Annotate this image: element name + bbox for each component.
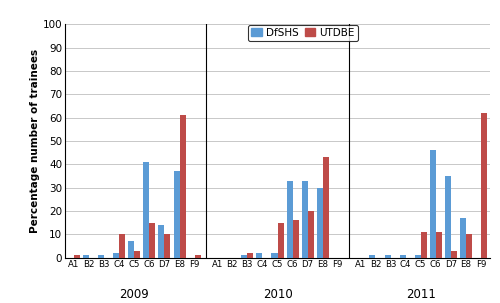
Bar <box>194 255 200 258</box>
Bar <box>98 255 104 258</box>
Bar <box>120 234 126 258</box>
Bar <box>278 222 283 258</box>
Bar <box>466 234 472 258</box>
Legend: DfSHS, UTDBE: DfSHS, UTDBE <box>248 25 358 41</box>
Bar <box>308 211 314 258</box>
Bar <box>74 255 80 258</box>
Bar <box>83 255 89 258</box>
Bar <box>414 255 420 258</box>
Bar <box>322 157 328 258</box>
Bar <box>128 241 134 258</box>
Bar <box>430 150 436 258</box>
Bar <box>174 171 180 258</box>
Text: 2010: 2010 <box>262 288 292 301</box>
Bar <box>144 162 150 258</box>
Bar <box>451 251 457 258</box>
Bar <box>242 255 248 258</box>
Bar <box>384 255 390 258</box>
Bar <box>460 218 466 258</box>
Bar <box>272 253 278 258</box>
Bar <box>292 220 298 258</box>
Bar <box>134 251 140 258</box>
Text: 2009: 2009 <box>120 288 149 301</box>
Bar <box>158 225 164 258</box>
Bar <box>370 255 376 258</box>
Bar <box>150 222 156 258</box>
Bar <box>164 234 170 258</box>
Bar <box>436 232 442 258</box>
Bar <box>286 181 292 258</box>
Bar <box>180 115 186 258</box>
Bar <box>113 253 119 258</box>
Bar <box>400 255 406 258</box>
Bar <box>445 176 451 258</box>
Bar <box>481 113 487 258</box>
Bar <box>316 188 322 258</box>
Bar <box>256 253 262 258</box>
Bar <box>248 253 254 258</box>
Bar <box>302 181 308 258</box>
Y-axis label: Percentage number of trainees: Percentage number of trainees <box>30 49 40 233</box>
Bar <box>420 232 426 258</box>
Text: 2011: 2011 <box>406 288 436 301</box>
